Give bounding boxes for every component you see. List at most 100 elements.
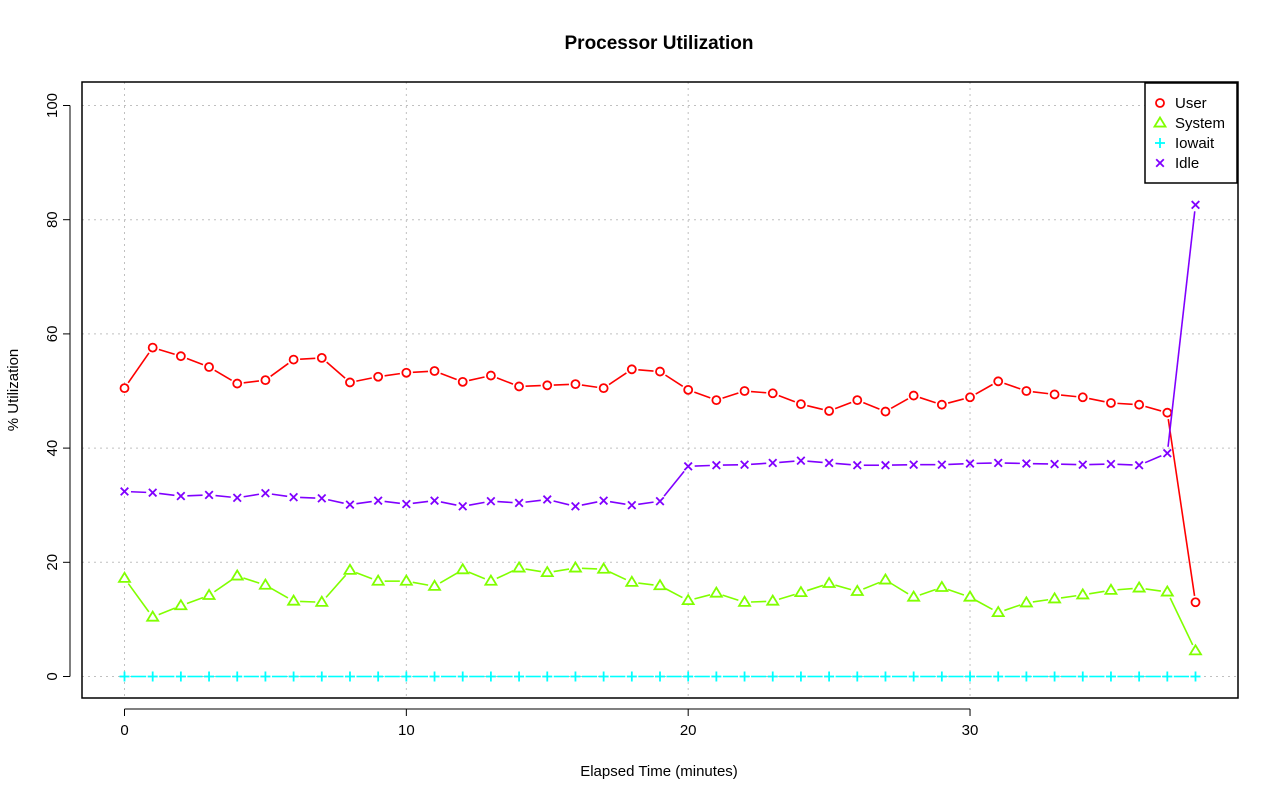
series-idle-segment bbox=[384, 500, 400, 505]
point-system bbox=[1103, 583, 1119, 595]
point-system bbox=[709, 585, 724, 598]
point-idle bbox=[430, 496, 439, 506]
series-system-segment bbox=[300, 600, 316, 603]
y-tick-label: 0 bbox=[44, 672, 61, 680]
point-system bbox=[483, 573, 498, 586]
x-axis-label: Elapsed Time (minutes) bbox=[580, 763, 738, 780]
point-system bbox=[850, 584, 865, 596]
point-idle bbox=[1162, 448, 1172, 458]
series-user-segment bbox=[326, 361, 346, 379]
point-idle bbox=[1050, 459, 1060, 469]
point-system bbox=[822, 576, 837, 588]
point-system bbox=[962, 589, 978, 602]
series-user-segment bbox=[750, 390, 767, 394]
y-tick-label: 80 bbox=[44, 211, 61, 228]
y-tick-label: 20 bbox=[44, 554, 61, 571]
legend-label-user: User bbox=[1175, 95, 1207, 112]
point-idle bbox=[204, 490, 214, 500]
point-user bbox=[796, 399, 806, 410]
point-idle bbox=[993, 458, 1003, 468]
series-system bbox=[117, 560, 1203, 656]
point-iowait bbox=[1162, 671, 1173, 682]
series-system-segment bbox=[806, 584, 824, 592]
x-tick-label: 20 bbox=[680, 722, 697, 739]
point-system bbox=[906, 589, 921, 602]
series-system-segment bbox=[243, 577, 260, 584]
point-iowait bbox=[683, 671, 694, 682]
point-iowait bbox=[288, 671, 299, 682]
series-system-segment bbox=[1004, 604, 1021, 612]
series-idle-segment bbox=[215, 494, 231, 498]
series-system-segment bbox=[890, 582, 909, 595]
series-system-segment bbox=[325, 574, 347, 598]
legend-marker-user bbox=[1155, 98, 1165, 108]
point-user bbox=[570, 379, 581, 390]
series-user-segment bbox=[638, 369, 654, 372]
series-idle-segment bbox=[694, 464, 710, 467]
series-system-segment bbox=[525, 568, 541, 573]
point-system bbox=[1047, 591, 1062, 604]
point-user bbox=[514, 381, 524, 392]
series-system-segment bbox=[553, 568, 570, 573]
series-idle-segment bbox=[779, 460, 795, 464]
series-system-segment bbox=[581, 567, 598, 570]
point-idle bbox=[289, 492, 299, 502]
y-tick-label: 100 bbox=[44, 93, 61, 118]
point-iowait bbox=[147, 671, 158, 682]
series-user-segment bbox=[468, 376, 485, 382]
point-idle bbox=[683, 461, 693, 471]
series-system-segment bbox=[158, 607, 176, 616]
series-system-segment bbox=[919, 588, 936, 596]
legend: User System Iowait Idle bbox=[1144, 82, 1238, 184]
point-iowait bbox=[514, 671, 525, 682]
series-user-segment bbox=[1032, 390, 1049, 395]
plot-frame bbox=[81, 81, 1239, 699]
series-idle-segment bbox=[663, 470, 685, 497]
point-system bbox=[991, 605, 1006, 618]
point-iowait bbox=[1134, 671, 1145, 682]
point-system bbox=[1188, 643, 1203, 656]
point-idle bbox=[1106, 459, 1116, 469]
series-system-segment bbox=[412, 581, 429, 586]
point-idle bbox=[627, 500, 637, 510]
point-user bbox=[1134, 399, 1145, 410]
point-idle bbox=[937, 460, 947, 470]
series-system-segment bbox=[863, 581, 880, 590]
series-idle-segment bbox=[159, 492, 175, 497]
point-idle bbox=[401, 499, 411, 509]
point-user bbox=[288, 354, 299, 365]
point-user bbox=[936, 399, 947, 410]
series-system-segment bbox=[468, 571, 486, 580]
point-user bbox=[119, 383, 130, 394]
point-user bbox=[260, 375, 271, 386]
point-idle bbox=[232, 493, 242, 503]
point-system bbox=[624, 575, 639, 587]
point-idle bbox=[317, 493, 327, 503]
series-system-segment bbox=[127, 583, 150, 613]
point-iowait bbox=[936, 671, 947, 682]
series-system-segment bbox=[186, 596, 204, 605]
series-user-segment bbox=[1060, 394, 1077, 398]
series-idle-segment bbox=[948, 462, 964, 466]
series-group bbox=[117, 200, 1203, 682]
point-iowait bbox=[739, 671, 750, 682]
legend-marker-iowait bbox=[1155, 138, 1165, 148]
series-user-segment bbox=[412, 370, 429, 374]
point-idle bbox=[881, 460, 890, 470]
point-system bbox=[793, 585, 809, 598]
point-system bbox=[427, 579, 442, 591]
point-system bbox=[652, 578, 668, 591]
point-system bbox=[737, 595, 752, 607]
legend-label-idle: Idle bbox=[1175, 155, 1199, 172]
point-user bbox=[683, 384, 694, 395]
point-idle bbox=[1078, 460, 1088, 470]
series-idle-segment bbox=[609, 500, 626, 505]
point-user bbox=[1049, 389, 1060, 400]
point-idle bbox=[514, 498, 524, 508]
point-iowait bbox=[542, 671, 553, 682]
series-system-segment bbox=[751, 600, 767, 603]
series-system-segment bbox=[1032, 598, 1049, 603]
series-idle-segment bbox=[1167, 211, 1196, 447]
series-user-segment bbox=[1167, 419, 1196, 596]
x-tick-label: 0 bbox=[120, 722, 128, 739]
